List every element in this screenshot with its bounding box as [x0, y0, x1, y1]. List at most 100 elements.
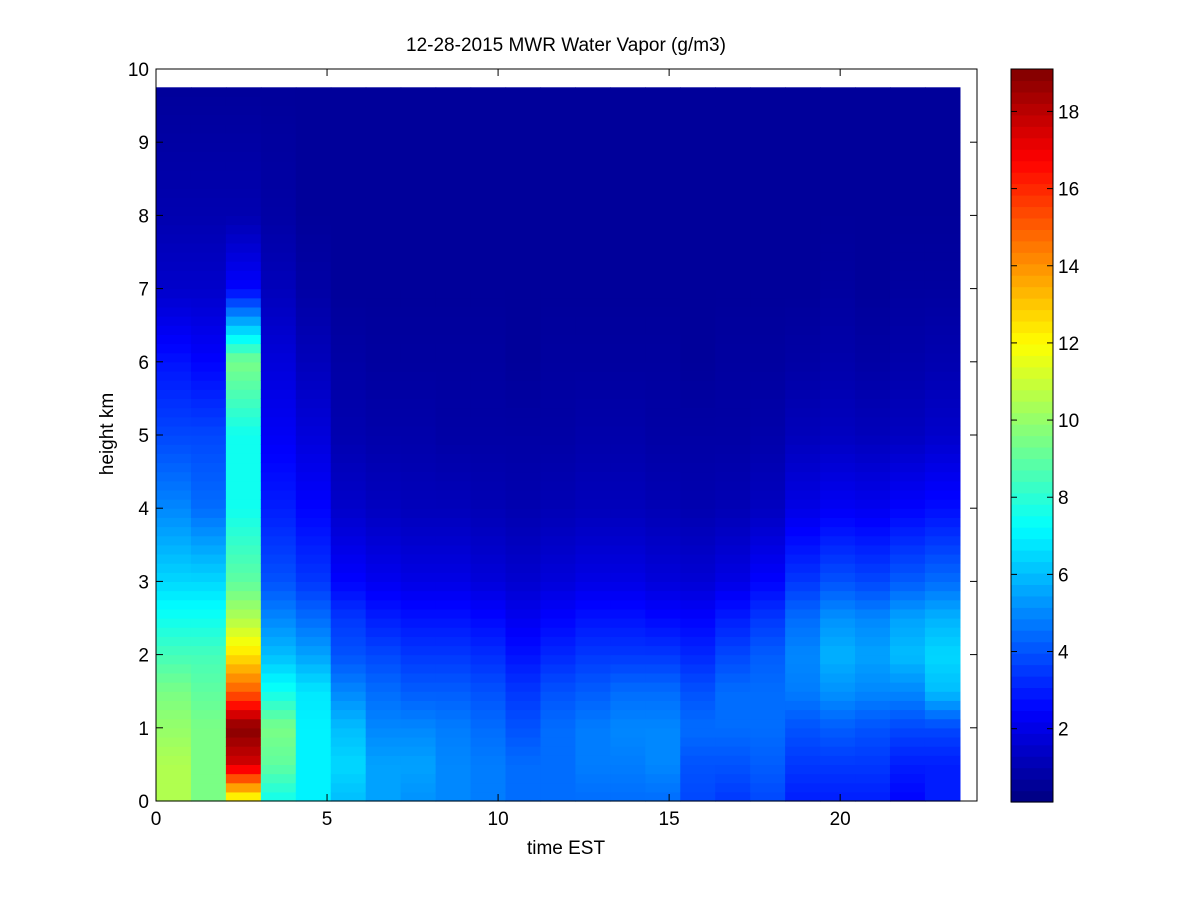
heatmap-cell	[295, 462, 332, 473]
heatmap-cell	[260, 627, 297, 637]
heatmap-cell	[505, 782, 542, 793]
heatmap-cell	[889, 691, 926, 701]
heatmap-cell	[889, 416, 926, 427]
heatmap-cell	[680, 151, 716, 162]
heatmap-cell	[820, 453, 856, 464]
heatmap-cell	[190, 142, 227, 152]
heatmap-cell	[540, 306, 577, 317]
heatmap-cell	[156, 645, 192, 656]
heatmap-cell	[645, 425, 681, 436]
heatmap-cell	[924, 627, 961, 637]
heatmap-cell	[750, 517, 786, 528]
heatmap-cell	[924, 663, 961, 674]
heatmap-cell	[750, 627, 786, 637]
heatmap-cell	[540, 764, 577, 775]
heatmap-cell	[889, 480, 926, 491]
heatmap-cell	[156, 782, 192, 793]
colorbar-swatch	[1011, 538, 1053, 551]
heatmap-cell	[225, 453, 262, 464]
heatmap-cell	[715, 435, 751, 445]
heatmap-cell	[470, 645, 507, 656]
heatmap-cell	[190, 151, 227, 162]
heatmap-cell	[470, 672, 507, 683]
heatmap-cell	[505, 361, 542, 372]
heatmap-cell	[924, 133, 961, 143]
heatmap-cell	[924, 361, 961, 372]
heatmap-cell	[889, 96, 926, 107]
x-axis-label: time EST	[527, 838, 606, 859]
heatmap-cell	[330, 215, 367, 226]
heatmap-cell	[156, 764, 192, 775]
heatmap-cell	[785, 782, 821, 793]
heatmap-cell	[889, 526, 926, 537]
heatmap-cell	[680, 791, 716, 802]
heatmap-cell	[330, 727, 367, 738]
heatmap-cell	[680, 352, 716, 363]
heatmap-cell	[505, 297, 542, 308]
heatmap-cell	[889, 572, 926, 582]
heatmap-cell	[505, 352, 542, 363]
heatmap-cell	[889, 123, 926, 134]
heatmap-cell	[750, 508, 786, 518]
heatmap-cell	[470, 288, 507, 299]
heatmap-cell	[820, 435, 856, 445]
heatmap-cell	[680, 764, 716, 775]
heatmap-cell	[540, 87, 577, 98]
heatmap-cell	[645, 169, 681, 180]
heatmap-cell	[924, 233, 961, 244]
heatmap-cell	[190, 297, 227, 308]
heatmap-cell	[855, 151, 891, 162]
heatmap-cell	[365, 279, 402, 290]
heatmap-cell	[225, 416, 262, 427]
y-tick-label: 0	[138, 792, 149, 813]
heatmap-cell	[190, 215, 227, 226]
heatmap-cell	[156, 435, 192, 445]
heatmap-cell	[156, 727, 192, 738]
heatmap-cell	[156, 215, 192, 226]
heatmap-cell	[855, 508, 891, 518]
heatmap-cell	[575, 224, 611, 235]
heatmap-cell	[330, 718, 367, 729]
heatmap-cell	[330, 627, 367, 637]
heatmap-cell	[610, 160, 646, 171]
heatmap-cell	[260, 288, 297, 299]
colorbar-tick-label: 8	[1058, 488, 1069, 509]
heatmap-cell	[575, 608, 611, 619]
heatmap-cell	[156, 718, 192, 729]
heatmap-cell	[156, 700, 192, 711]
heatmap-cell	[855, 755, 891, 765]
heatmap-cell	[855, 572, 891, 582]
colorbar-swatch	[1011, 779, 1053, 792]
heatmap-cell	[505, 197, 542, 207]
heatmap-cell	[400, 462, 437, 473]
heatmap-cell	[680, 453, 716, 464]
heatmap-cell	[435, 334, 472, 345]
heatmap-cell	[156, 746, 192, 756]
heatmap-cell	[330, 105, 367, 116]
heatmap-cell	[785, 718, 821, 729]
heatmap-cell	[190, 343, 227, 354]
heatmap-cell	[924, 672, 961, 683]
heatmap-cell	[645, 462, 681, 473]
heatmap-cell	[924, 169, 961, 180]
heatmap-cell	[470, 306, 507, 317]
heatmap-cell	[225, 709, 262, 720]
heatmap-cell	[225, 370, 262, 381]
heatmap-cell	[785, 764, 821, 775]
heatmap-cell	[645, 178, 681, 189]
heatmap-cell	[820, 672, 856, 683]
heatmap-cell	[505, 691, 542, 701]
heatmap-cell	[260, 187, 297, 198]
heatmap-cell	[924, 398, 961, 409]
heatmap-cell	[855, 206, 891, 216]
heatmap-cell	[295, 636, 332, 647]
heatmap-cell	[715, 114, 751, 125]
heatmap-cell	[680, 233, 716, 244]
heatmap-cell	[190, 261, 227, 271]
heatmap-cell	[330, 581, 367, 592]
heatmap-cell	[575, 718, 611, 729]
heatmap-cell	[610, 380, 646, 390]
heatmap-cell	[855, 288, 891, 299]
colorbar-swatch	[1011, 240, 1053, 253]
heatmap-cell	[260, 462, 297, 473]
